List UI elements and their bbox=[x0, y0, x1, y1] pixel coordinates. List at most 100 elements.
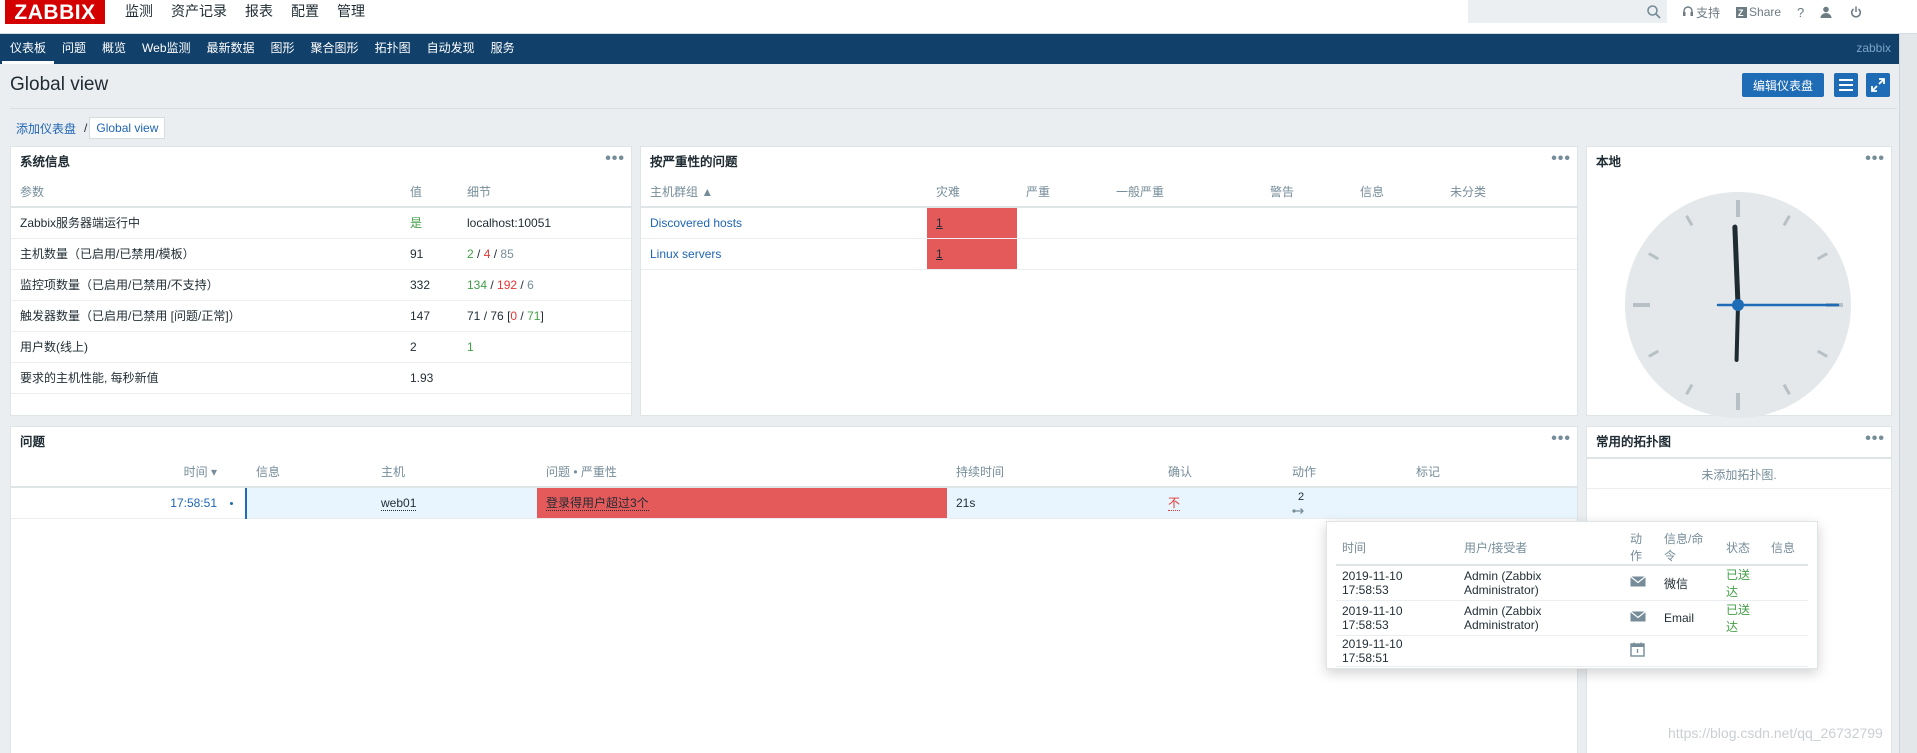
subnav-problems[interactable]: 问题 bbox=[62, 41, 87, 55]
col-popup-message: 信息/命令 bbox=[1658, 530, 1720, 566]
widget-title: 按严重性的问题 bbox=[650, 155, 738, 169]
page-title: Global view bbox=[10, 74, 109, 95]
problem-link[interactable]: 登录得用户超过3个 bbox=[546, 496, 649, 512]
unsupported-count: 6 bbox=[527, 277, 534, 292]
clock-tick bbox=[1816, 252, 1828, 261]
col-time[interactable]: 时间 ▾ bbox=[11, 457, 247, 488]
analog-clock bbox=[1613, 180, 1863, 430]
menu-monitoring[interactable]: 监测 bbox=[116, 0, 162, 34]
share-link[interactable]: Z Share bbox=[1728, 0, 1789, 24]
high-cell bbox=[1017, 238, 1107, 270]
col-popup-status: 状态 bbox=[1720, 530, 1765, 566]
profile-link[interactable] bbox=[1812, 0, 1842, 24]
subnav-services[interactable]: 服务 bbox=[490, 41, 515, 55]
host-group-cell[interactable]: Discovered hosts bbox=[641, 207, 927, 239]
subnav-screens[interactable]: 聚合图形 bbox=[310, 41, 359, 55]
search-icon[interactable] bbox=[1646, 4, 1662, 20]
timeline-dot bbox=[230, 502, 233, 505]
param-cell: 触发器数量（已启用/已禁用 [问题/正常]） bbox=[11, 300, 401, 332]
fullscreen-button[interactable] bbox=[1866, 73, 1890, 97]
detail-cell bbox=[458, 362, 631, 394]
widget-menu-icon[interactable]: ••• bbox=[1865, 150, 1885, 167]
breadcrumb-current[interactable]: Global view bbox=[89, 117, 166, 139]
actions-popup: 时间 用户/接受者 动作 信息/命令 状态 信息 2019-11-10 17:5… bbox=[1326, 521, 1818, 669]
dashboard-menu-button[interactable] bbox=[1834, 73, 1858, 97]
edit-dashboard-button[interactable]: 编辑仪表盘 bbox=[1742, 73, 1824, 97]
col-popup-action: 动作 bbox=[1624, 530, 1658, 566]
col-warning: 警告 bbox=[1261, 177, 1351, 208]
detail-cell: 71 / 76 [0 / 71] bbox=[458, 300, 631, 332]
table-row: 2019-11-10 17:58:53 Admin (Zabbix Admini… bbox=[1336, 600, 1808, 636]
widget-title: 本地 bbox=[1596, 155, 1622, 169]
value-cell: 332 bbox=[401, 269, 458, 301]
col-disaster: 灾难 bbox=[927, 177, 1017, 208]
col-information: 信息 bbox=[1351, 177, 1441, 208]
menu-inventory[interactable]: 资产记录 bbox=[171, 3, 227, 19]
col-average: 一般严重 bbox=[1107, 177, 1261, 208]
menu-reports[interactable]: 报表 bbox=[245, 3, 273, 19]
page-scrollbar[interactable] bbox=[1899, 34, 1917, 753]
widget-menu-icon[interactable]: ••• bbox=[1865, 430, 1885, 447]
actions-icon[interactable] bbox=[1292, 502, 1306, 514]
subnav-maps[interactable]: 拓扑图 bbox=[374, 41, 411, 55]
host-group-cell[interactable]: Linux servers bbox=[641, 238, 927, 270]
disaster-count-cell[interactable]: 1 bbox=[927, 238, 1017, 270]
problem-cell[interactable]: 登录得用户超过3个 bbox=[537, 487, 947, 519]
share-label: Share bbox=[1749, 5, 1782, 19]
actions-cell[interactable]: 2 bbox=[1283, 487, 1407, 519]
col-popup-user: 用户/接受者 bbox=[1458, 530, 1624, 566]
disaster-count-cell[interactable]: 1 bbox=[927, 207, 1017, 239]
header-divider bbox=[10, 108, 1897, 109]
popup-time-cell: 2019-11-10 17:58:51 bbox=[1336, 635, 1458, 667]
breadcrumb-dashboards[interactable]: 添加仪表盘 bbox=[16, 121, 77, 136]
server-name: zabbix bbox=[1856, 41, 1891, 55]
value-cell: 是 bbox=[401, 207, 458, 239]
value-cell: 1.93 bbox=[401, 362, 458, 394]
param-cell: 用户数(线上) bbox=[11, 331, 401, 363]
support-link[interactable]: 支持 bbox=[1674, 0, 1728, 24]
help-link[interactable]: ? bbox=[1789, 0, 1812, 24]
host-group-link[interactable]: Linux servers bbox=[650, 246, 722, 261]
widget-menu-icon[interactable]: ••• bbox=[605, 150, 625, 167]
calendar-icon bbox=[1630, 642, 1645, 657]
col-host: 主机 bbox=[372, 457, 537, 488]
subnav-latest-data[interactable]: 最新数据 bbox=[206, 41, 255, 55]
widget-menu-icon[interactable]: ••• bbox=[1551, 430, 1571, 447]
host-link[interactable]: web01 bbox=[381, 495, 417, 511]
col-popup-info: 信息 bbox=[1765, 530, 1808, 566]
col-parameter: 参数 bbox=[11, 177, 401, 208]
search-input[interactable] bbox=[1468, 0, 1667, 23]
col-details: 细节 bbox=[458, 177, 631, 208]
popup-action-cell bbox=[1624, 635, 1658, 667]
subnav-discovery[interactable]: 自动发现 bbox=[426, 41, 475, 55]
system-info-table: 参数 值 细节 Zabbix服务器端运行中 是 localhost:10051 … bbox=[11, 177, 631, 394]
time-cell[interactable]: 17:58:51 bbox=[11, 487, 247, 519]
host-cell[interactable]: web01 bbox=[372, 487, 537, 519]
subnav-dashboard[interactable]: 仪表板 bbox=[2, 34, 55, 64]
menu-configuration[interactable]: 配置 bbox=[291, 3, 319, 19]
minute-hand bbox=[1734, 303, 1740, 362]
clock-tick bbox=[1648, 252, 1660, 261]
widget-menu-icon[interactable]: ••• bbox=[1551, 150, 1571, 167]
subnav-overview[interactable]: 概览 bbox=[102, 41, 127, 55]
subnav-graphs[interactable]: 图形 bbox=[270, 41, 295, 55]
disabled-count: 76 bbox=[490, 308, 504, 323]
col-host-group[interactable]: 主机群组 ▲ bbox=[641, 177, 927, 208]
headset-icon bbox=[1683, 6, 1693, 16]
popup-status-cell bbox=[1720, 635, 1765, 667]
ack-cell[interactable]: 不 bbox=[1159, 487, 1283, 519]
col-duration: 持续时间 bbox=[947, 457, 1159, 488]
share-icon: Z bbox=[1736, 6, 1748, 18]
subnav-web[interactable]: Web监测 bbox=[142, 41, 191, 55]
widget-title: 常用的拓扑图 bbox=[1596, 435, 1672, 449]
logout-link[interactable] bbox=[1842, 0, 1872, 24]
clock-tick bbox=[1648, 349, 1660, 358]
clock-tick bbox=[1685, 215, 1694, 227]
enabled-count: 134 bbox=[467, 277, 488, 292]
time-link[interactable]: 17:58:51 bbox=[170, 495, 217, 510]
host-group-link[interactable]: Discovered hosts bbox=[650, 215, 743, 230]
menu-administration[interactable]: 管理 bbox=[337, 3, 365, 19]
ack-link[interactable]: 不 bbox=[1168, 496, 1181, 512]
svg-text:Z: Z bbox=[1738, 8, 1744, 18]
zabbix-logo[interactable]: ZABBIX bbox=[5, 0, 105, 24]
